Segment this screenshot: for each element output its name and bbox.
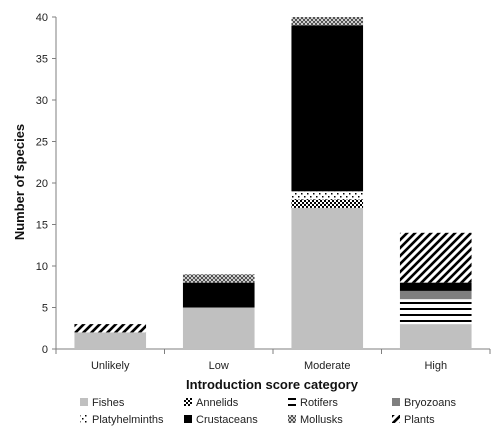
legend-swatch-bryozoans bbox=[392, 398, 400, 406]
legend-label-mollusks: Mollusks bbox=[300, 414, 343, 426]
legend-swatch-fishes bbox=[80, 398, 88, 406]
y-tick-label: 0 bbox=[42, 344, 48, 356]
bar-segment-annelids bbox=[291, 199, 364, 208]
legend-swatch-mollusks bbox=[288, 415, 296, 423]
y-tick-label: 35 bbox=[36, 54, 48, 66]
x-tick-label: Low bbox=[209, 360, 229, 372]
bar-segment-crustaceans bbox=[399, 282, 472, 291]
bar-segment-bryozoans bbox=[399, 290, 472, 300]
y-axis-title: Number of species bbox=[12, 124, 27, 240]
bar-segment-plants bbox=[399, 232, 472, 283]
legend-label-platyhelminths: Platyhelminths bbox=[92, 414, 164, 426]
legend: Fishes Annelids Rotifers Bryozoans Platyhelm… bbox=[80, 397, 456, 426]
legend-swatch-rotifers bbox=[288, 398, 296, 406]
x-tick-label: Unlikely bbox=[91, 360, 130, 372]
y-tick-label: 30 bbox=[36, 95, 48, 107]
x-axis: Unlikely Low Moderate High bbox=[55, 348, 491, 372]
y-tick-label: 10 bbox=[36, 261, 48, 273]
legend-swatch-plants bbox=[392, 415, 400, 423]
bar-segment-crustaceans bbox=[291, 25, 364, 192]
x-tick-label: High bbox=[424, 360, 447, 372]
x-tick-label: Moderate bbox=[304, 360, 350, 372]
bars bbox=[74, 17, 472, 349]
y-tick-label: 25 bbox=[36, 137, 48, 149]
y-axis: 0 5 10 15 20 25 30 35 40 bbox=[36, 12, 57, 356]
bar-segment-rotifers bbox=[399, 299, 472, 325]
bar-segment-fishes bbox=[399, 324, 472, 349]
legend-swatch-crustaceans bbox=[184, 415, 192, 423]
legend-label-crustaceans: Crustaceans bbox=[196, 414, 258, 426]
x-axis-title: Introduction score category bbox=[186, 377, 359, 392]
legend-swatch-platyhelminths bbox=[80, 415, 88, 423]
legend-label-fishes: Fishes bbox=[92, 397, 125, 409]
bar-segment-platyhelminths bbox=[291, 191, 364, 200]
bar-segment-fishes bbox=[74, 332, 147, 349]
y-tick-label: 15 bbox=[36, 220, 48, 232]
y-tick-label: 20 bbox=[36, 178, 48, 190]
legend-label-rotifers: Rotifers bbox=[300, 397, 338, 409]
legend-label-plants: Plants bbox=[404, 414, 435, 426]
y-tick-label: 5 bbox=[42, 303, 48, 315]
bar-segment-crustaceans bbox=[182, 282, 255, 308]
legend-label-bryozoans: Bryozoans bbox=[404, 397, 456, 409]
legend-swatch-annelids bbox=[184, 398, 192, 406]
bar-segment-fishes bbox=[291, 207, 364, 349]
bar-segment-mollusks bbox=[291, 17, 364, 26]
y-tick-label: 40 bbox=[36, 12, 48, 24]
bar-segment-fishes bbox=[182, 307, 255, 349]
bar-segment-plants bbox=[74, 324, 147, 333]
bar-segment-mollusks bbox=[182, 274, 255, 283]
legend-label-annelids: Annelids bbox=[196, 397, 239, 409]
